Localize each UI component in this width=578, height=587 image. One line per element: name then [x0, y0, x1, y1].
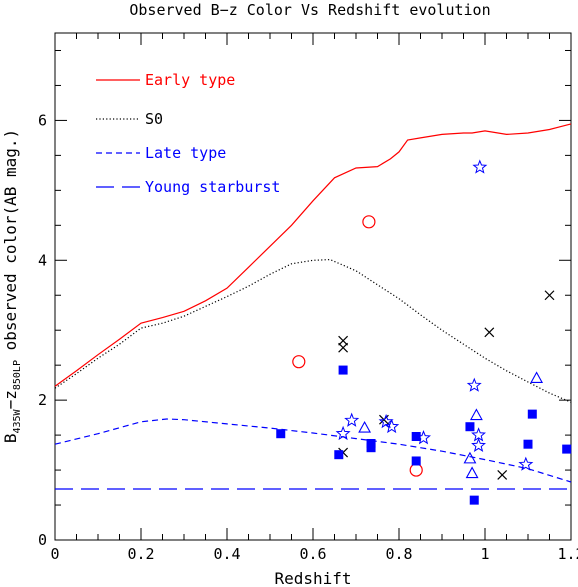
y-axis-label-rest: observed color(AB mag.) [1, 129, 20, 360]
marker-cross [544, 290, 555, 301]
marker-square [338, 365, 348, 375]
y-tick-label: 6 [38, 111, 47, 129]
y-tick-label: 2 [38, 391, 47, 409]
marker-square [465, 422, 475, 432]
marker-star [466, 377, 482, 392]
y-tick-label: 4 [38, 251, 47, 269]
marker-star [471, 437, 486, 453]
x-tick-label: 0.8 [385, 545, 412, 563]
marker-square [527, 409, 537, 419]
x-tick-label: 0.2 [127, 545, 154, 563]
y-tick-label: 0 [38, 531, 47, 549]
marker-square [523, 439, 533, 449]
marker-star [384, 418, 400, 434]
marker-circle [292, 355, 306, 369]
x-tick-label: 0 [50, 545, 59, 563]
marker-star [335, 425, 351, 441]
marker-star [518, 456, 534, 471]
x-tick-label: 0.6 [299, 545, 326, 563]
y-axis-label-sub1: 435W [12, 408, 23, 433]
curve-s0 [54, 258, 572, 403]
legend-label: Early type [145, 71, 235, 89]
marker-cross [338, 342, 349, 353]
marker-triangle [469, 408, 483, 421]
y-axis-label-main: B [1, 434, 20, 444]
marker-star [416, 430, 431, 445]
legend: Early type S0 Late type Young starburst [96, 71, 280, 196]
legend-label: Young starburst [145, 178, 280, 196]
x-axis-label: Redshift [274, 569, 351, 587]
y-axis-label-sub2: 850LP [12, 360, 23, 390]
x-tick-label: 1 [480, 545, 489, 563]
data-markers [276, 159, 572, 505]
marker-square [366, 443, 376, 453]
marker-circle [409, 463, 423, 477]
marker-square [276, 429, 286, 439]
marker-triangle [358, 420, 372, 433]
legend-label: Late type [145, 144, 226, 162]
marker-triangle [530, 371, 544, 384]
marker-cross [484, 327, 495, 338]
marker-star [344, 412, 360, 427]
curve-early-type [54, 123, 572, 387]
marker-square [411, 456, 421, 466]
marker-square [469, 495, 479, 505]
marker-circle [362, 215, 376, 229]
marker-cross [497, 470, 508, 480]
marker-star [472, 159, 488, 174]
plot-frame [54, 32, 572, 541]
marker-square [411, 432, 421, 442]
marker-triangle [463, 451, 477, 464]
curve-late-type [54, 418, 572, 483]
x-tick-label: 0.4 [213, 545, 240, 563]
axis-tick-labels: 0 0.2 0.4 0.6 0.8 1 1.2 0 2 4 6 [38, 111, 578, 563]
marker-square [334, 450, 344, 460]
legend-label: S0 [145, 110, 163, 128]
y-axis-label: B435W−z850LP observed color(AB mag.) [1, 129, 23, 443]
y-axis-label-minus: −z [1, 390, 20, 409]
marker-square [562, 444, 572, 454]
axis-ticks [54, 33, 572, 541]
marker-triangle [465, 466, 479, 479]
model-curves [54, 123, 572, 490]
marker-cross [338, 335, 349, 346]
chart-title: Observed B−z Color Vs Redshift evolution [129, 1, 490, 19]
x-tick-label: 1.2 [557, 545, 578, 563]
